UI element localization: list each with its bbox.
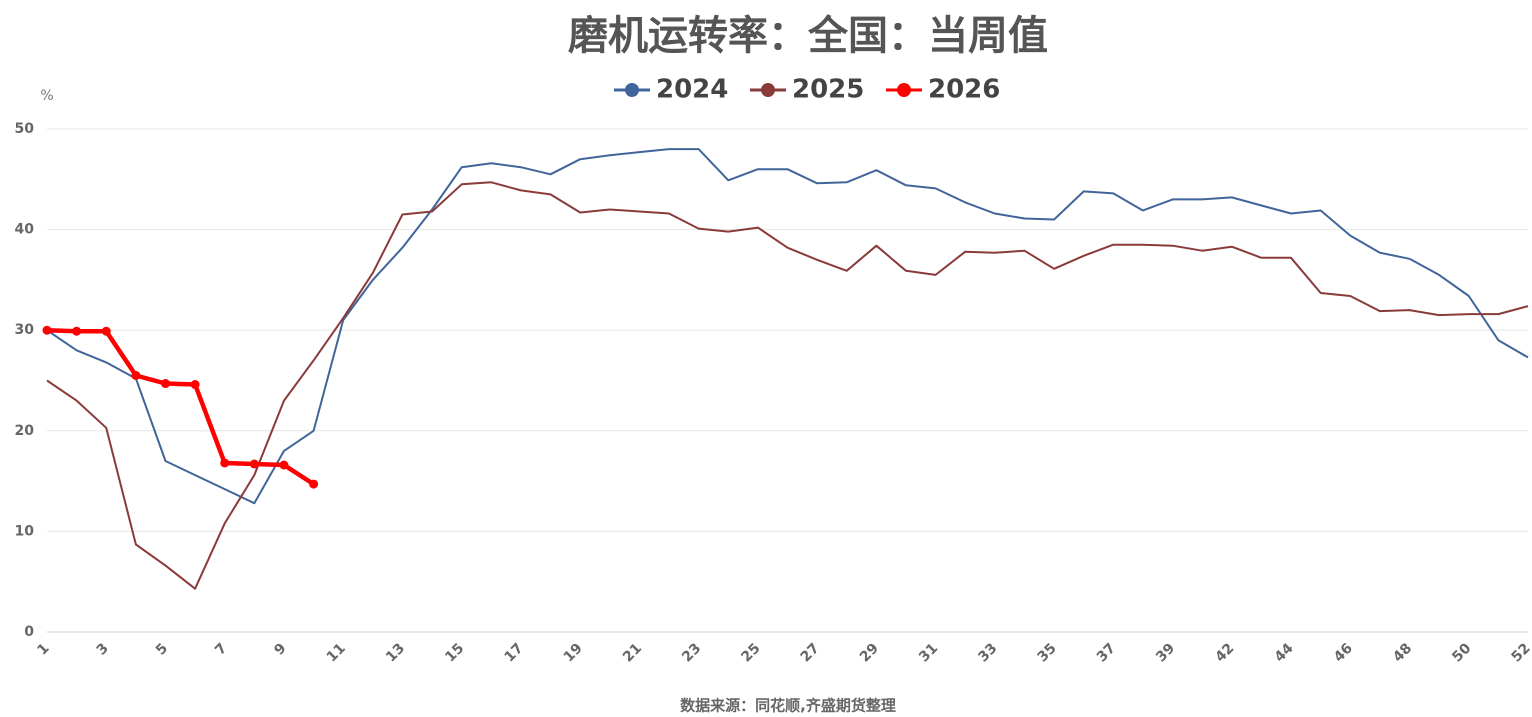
x-tick-label: 29	[857, 640, 882, 665]
x-tick-label: 1	[34, 640, 52, 658]
x-tick-label: 15	[442, 640, 467, 665]
x-tick-label: 9	[271, 640, 289, 658]
y-unit: %	[40, 88, 53, 104]
series-line	[46, 327, 315, 486]
point	[220, 458, 230, 468]
x-tick-label: 48	[1390, 640, 1415, 665]
chart-title: 磨机运转率：全国：当周值	[568, 13, 1048, 59]
y-tick-label: 50	[15, 121, 35, 137]
x-tick-label: 44	[1272, 640, 1297, 665]
y-tick-label: 10	[15, 523, 35, 539]
x-tick-label: 11	[324, 640, 349, 665]
x-tick-label: 13	[383, 640, 408, 665]
y-tick-label: 0	[24, 624, 34, 640]
x-tick-label: 31	[916, 640, 941, 665]
x-tick-label: 52	[1509, 640, 1532, 665]
source: 数据来源：同花顺,齐盛期货整理	[680, 697, 896, 715]
x-tick-label: 21	[620, 640, 645, 665]
series-line	[46, 148, 1529, 505]
x-tick-label: 27	[798, 640, 823, 665]
point	[190, 380, 200, 390]
x-tick-label: 35	[1035, 640, 1060, 665]
legend-marker	[897, 83, 911, 97]
point	[42, 325, 52, 335]
point	[131, 370, 141, 380]
legend-marker	[761, 83, 775, 97]
x-tick-label: 19	[561, 640, 586, 665]
x-tick-label: 23	[679, 640, 704, 665]
point	[249, 459, 259, 469]
legend-label: 2026	[928, 75, 1000, 105]
x-tick-label: 37	[1094, 640, 1119, 665]
y-tick-label: 40	[15, 222, 35, 238]
x-tick-label: 25	[738, 640, 763, 665]
x-tick-label: 7	[212, 640, 230, 658]
point	[309, 479, 319, 489]
x-tick-label: 5	[153, 640, 171, 658]
x-tick-label: 46	[1331, 640, 1356, 665]
x-tick-label: 3	[94, 640, 112, 658]
legend-label: 2024	[656, 75, 728, 105]
legend-label: 2025	[792, 75, 864, 105]
series-line	[46, 181, 1529, 590]
y-tick-label: 20	[15, 423, 35, 439]
point	[279, 460, 289, 470]
point	[101, 326, 111, 336]
point	[72, 326, 82, 336]
legend-marker	[625, 83, 639, 97]
x-tick-label: 33	[975, 640, 1000, 665]
x-tick-label: 42	[1212, 640, 1237, 665]
x-tick-label: 50	[1449, 640, 1474, 665]
y-tick-label: 30	[15, 322, 35, 338]
x-tick-label: 39	[1153, 640, 1178, 665]
point	[160, 379, 170, 389]
x-tick-label: 17	[501, 640, 526, 665]
